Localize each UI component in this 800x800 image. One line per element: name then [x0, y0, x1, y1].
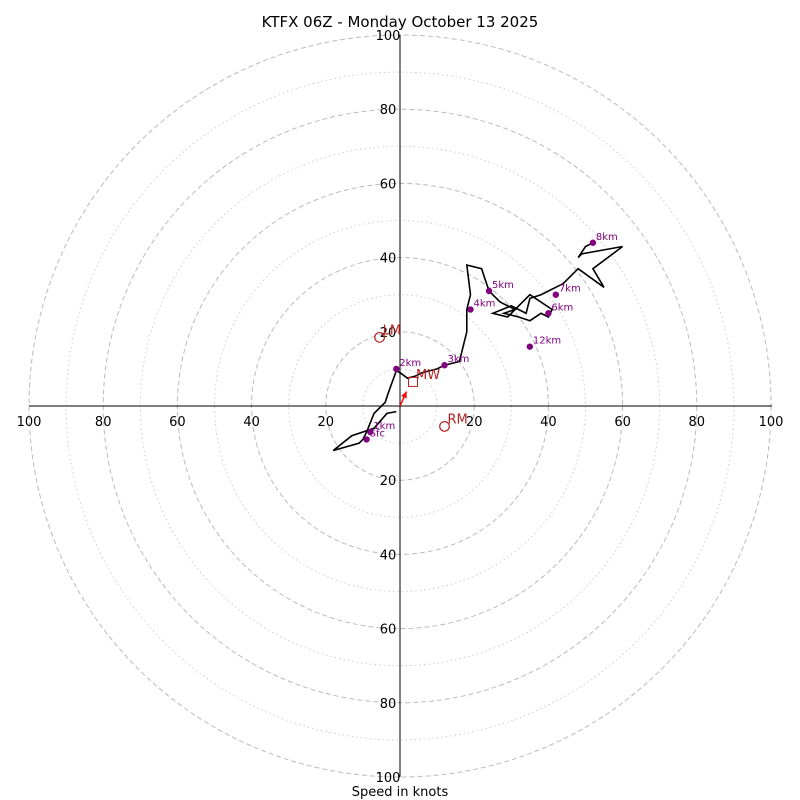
height-label: 12km: [533, 336, 561, 347]
x-tick-label: 100: [17, 415, 42, 430]
height-point-2km: [393, 365, 400, 373]
x-tick-labels: 100 80 60 40 20 20 40 60 80 100: [17, 415, 784, 430]
x-tick-label: 60: [169, 415, 186, 430]
storm-motion-label: MW: [416, 368, 440, 383]
height-point-7km: [552, 291, 560, 298]
height-label: Sfc: [370, 428, 385, 439]
height-point-4km: [467, 306, 474, 313]
hodograph-trace: [332, 242, 624, 452]
mean-wind-arrow-group: [399, 391, 408, 407]
x-tick-label: 80: [95, 415, 112, 430]
height-point-1km: [367, 428, 374, 436]
x-tick-label: 80: [689, 415, 706, 430]
hodograph-trace-group: [332, 242, 624, 452]
x-tick-label: 100: [759, 415, 784, 430]
height-point-3km: [441, 361, 448, 369]
y-tick-label-top: 100: [376, 29, 401, 44]
x-tick-label: 40: [243, 415, 260, 430]
x-tick-label: 20: [318, 415, 335, 430]
y-tick-label-top: 60: [380, 177, 397, 192]
height-point-8km: [589, 239, 597, 246]
mean-wind-arrowhead: [401, 391, 407, 399]
y-tick-label-bottom: 40: [380, 548, 397, 563]
height-label: 1km: [373, 421, 395, 432]
x-tick-label: 40: [540, 415, 557, 430]
storm-motion-markers: LM RM MW: [374, 323, 468, 432]
chart-title: KTFX 06Z - Monday October 13 2025: [262, 13, 539, 31]
height-label: 7km: [559, 284, 581, 295]
height-label: 5km: [492, 280, 514, 291]
mean-wind-marker: [407, 376, 418, 387]
height-point-5km: [485, 287, 493, 295]
height-label: 8km: [596, 232, 618, 243]
storm-motion-label: LM: [383, 323, 401, 338]
height-label: 4km: [473, 299, 495, 310]
y-tick-label-bottom: 60: [380, 623, 397, 638]
y-tick-label-bottom: 80: [380, 697, 397, 712]
height-point-Sfc: [363, 436, 370, 443]
storm-motion-label: RM: [448, 412, 468, 427]
height-label: 6km: [551, 302, 573, 313]
y-tick-label-bottom: 100: [376, 771, 401, 786]
x-tick-label: 60: [614, 415, 631, 430]
x-axis-label: Speed in knots: [352, 785, 449, 800]
height-point-12km: [526, 343, 534, 350]
y-tick-label-top: 40: [380, 252, 397, 267]
x-tick-label: 20: [466, 415, 483, 430]
height-label: 2km: [399, 358, 421, 369]
height-label: 3km: [448, 354, 470, 365]
left-mover-marker: [374, 331, 385, 343]
y-tick-label-bottom: 20: [380, 474, 397, 489]
y-tick-label-top: 80: [380, 103, 397, 118]
right-mover-marker: [439, 421, 450, 432]
height-point-6km: [545, 310, 552, 317]
